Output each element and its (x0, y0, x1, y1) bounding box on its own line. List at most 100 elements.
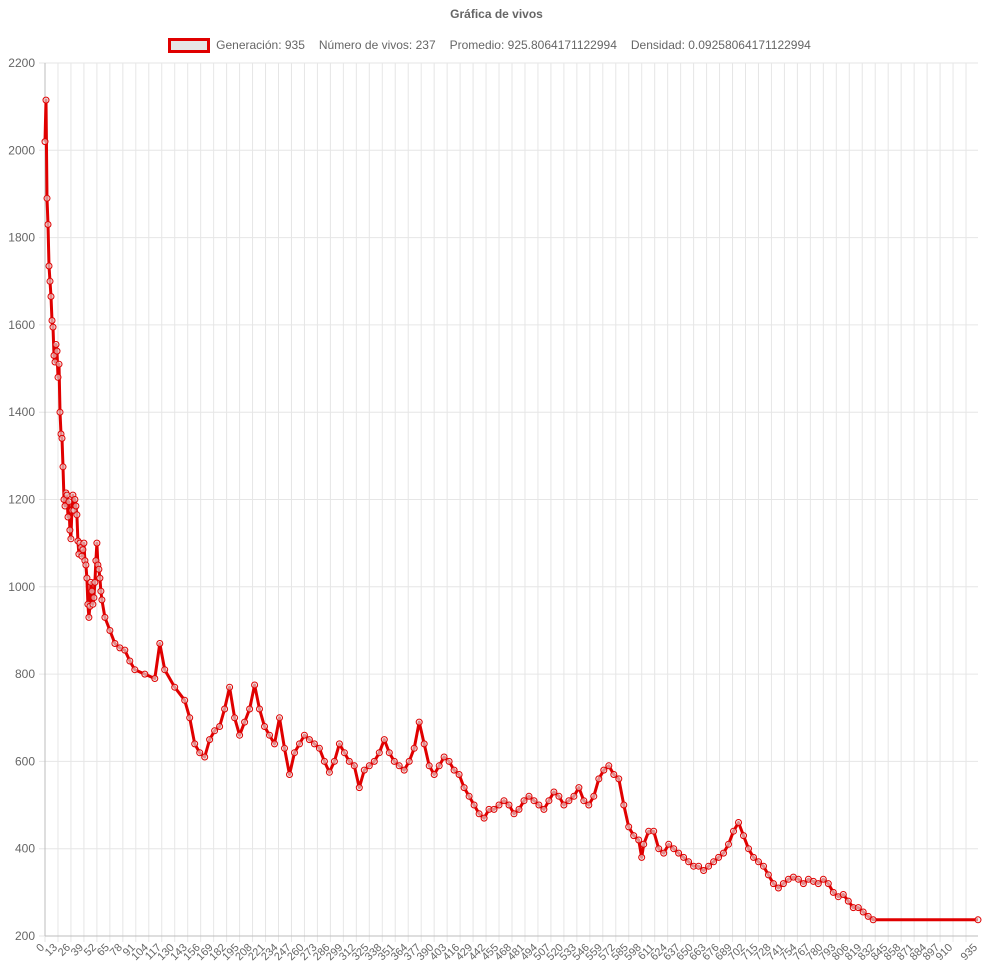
data-point (750, 853, 757, 861)
y-tick-label: 1800 (8, 231, 35, 245)
data-point (490, 805, 498, 813)
data-point (64, 513, 72, 521)
data-point (670, 845, 678, 853)
data-point (236, 731, 244, 739)
data-point (839, 891, 847, 898)
data-point (186, 714, 194, 722)
data-point (794, 875, 802, 883)
data-point (764, 871, 772, 879)
data-point (91, 578, 99, 586)
data-point (540, 805, 548, 813)
data-point (755, 858, 762, 866)
data-point (52, 341, 60, 348)
data-point (660, 849, 668, 857)
data-point (570, 792, 578, 800)
data-point (156, 640, 164, 647)
data-point (97, 587, 105, 595)
data-point (251, 681, 259, 689)
data-point (300, 731, 308, 739)
data-point (67, 535, 75, 543)
data-point (500, 797, 508, 805)
data-point (47, 293, 55, 300)
data-point (355, 784, 363, 792)
data-point (291, 749, 298, 757)
data-point (380, 736, 388, 744)
data-point (680, 853, 688, 861)
data-point (440, 753, 448, 761)
data-point (859, 908, 867, 916)
data-point (55, 360, 63, 368)
data-point (675, 849, 683, 857)
data-point (600, 766, 608, 774)
data-point (49, 323, 57, 331)
data-point (80, 539, 88, 547)
data-point (695, 862, 703, 870)
chart-title: Gráfica de vivos (450, 7, 543, 21)
data-point (325, 768, 333, 776)
data-point (281, 744, 288, 752)
data-point (286, 771, 293, 778)
data-point (141, 670, 149, 678)
data-point (545, 797, 553, 805)
data-point (495, 801, 503, 809)
data-point (525, 792, 533, 800)
data-point (320, 757, 328, 765)
data-point (535, 801, 543, 809)
data-point (710, 858, 718, 866)
data-point (42, 96, 50, 104)
data-point (615, 775, 623, 783)
data-point (854, 904, 862, 912)
data-point (85, 613, 93, 621)
x-tick-label: 935 (959, 942, 980, 963)
data-point (196, 749, 204, 757)
data-point (769, 880, 777, 888)
data-point (201, 753, 209, 761)
data-point (266, 731, 273, 739)
data-point (760, 862, 767, 870)
data-point (430, 771, 438, 778)
data-point (121, 646, 129, 654)
y-tick-label: 2000 (8, 143, 35, 157)
legend-swatch[interactable] (168, 38, 211, 53)
data-point (530, 797, 538, 805)
data-point (111, 640, 119, 647)
data-point (276, 714, 283, 722)
data-point (620, 801, 628, 809)
data-point (226, 683, 234, 691)
data-point (83, 574, 91, 582)
data-point (131, 666, 139, 674)
data-point (638, 853, 646, 861)
legend-average: Promedio: 925.8064171122994 (449, 38, 617, 52)
data-point (335, 740, 343, 748)
data-point (241, 718, 249, 726)
data-point (161, 666, 169, 674)
y-tick-label: 200 (15, 929, 35, 943)
data-point (231, 714, 239, 722)
data-point (271, 740, 278, 748)
data-point (405, 757, 413, 765)
data-point (505, 801, 513, 809)
data-point (520, 797, 528, 805)
data-point (390, 757, 398, 765)
y-tick-label: 600 (15, 754, 35, 768)
data-point (974, 916, 982, 924)
data-point (206, 736, 214, 744)
data-point (400, 766, 408, 774)
legend[interactable]: Generación: 935 Número de vivos: 237 Prome… (0, 38, 993, 53)
y-tick-label: 400 (15, 842, 35, 856)
data-point (45, 262, 53, 270)
data-point (375, 749, 383, 757)
data-point (101, 613, 109, 621)
data-point (93, 539, 101, 547)
data-point (59, 463, 67, 471)
data-point (310, 740, 318, 748)
data-point (720, 849, 727, 857)
y-tick-label: 1200 (8, 493, 35, 507)
y-tick-label: 1400 (8, 405, 35, 419)
data-point (640, 840, 648, 848)
data-point (420, 740, 428, 748)
data-point (730, 827, 737, 835)
data-point (151, 675, 159, 682)
data-point (460, 784, 468, 792)
